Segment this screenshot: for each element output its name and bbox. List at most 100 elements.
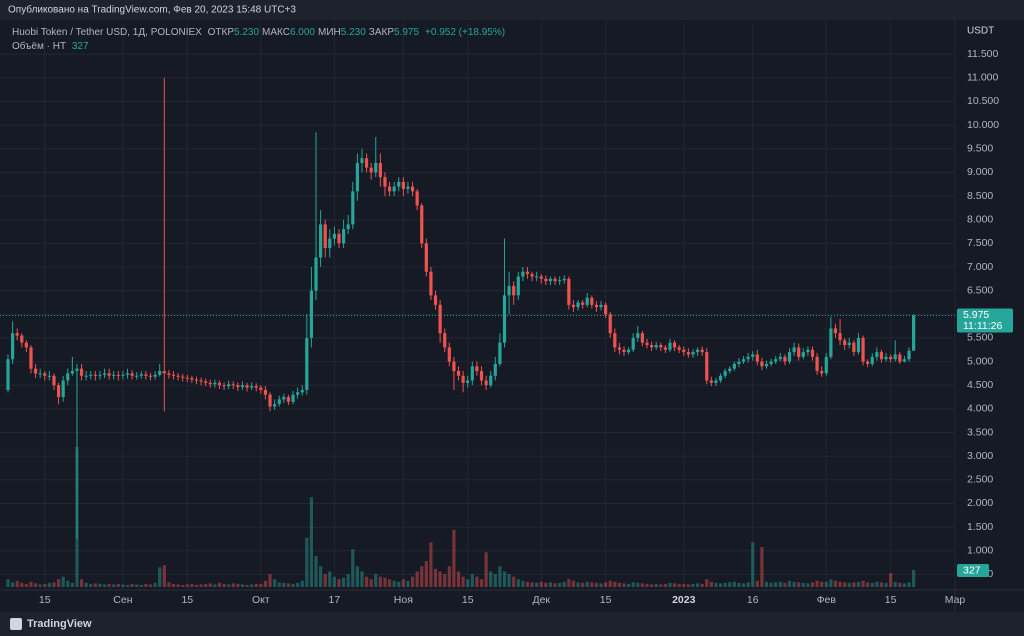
volume-bar	[410, 576, 415, 587]
volume-bar	[590, 582, 594, 587]
candle-body	[296, 392, 300, 395]
candle-body	[89, 374, 93, 376]
x-tick-label: Окт	[252, 594, 270, 606]
volume-bar	[879, 582, 884, 587]
volume-bar	[484, 552, 488, 587]
x-tick-label: 17	[329, 594, 341, 606]
candle-body	[479, 371, 484, 381]
candle-body	[636, 333, 640, 338]
candle-body	[778, 356, 782, 360]
candle-body	[263, 389, 268, 395]
x-tick-label: 15	[39, 594, 51, 606]
candle-body	[158, 371, 162, 375]
volume-bar	[516, 579, 520, 587]
volume-bar	[470, 574, 474, 587]
candle-body	[512, 285, 516, 296]
candle-body	[240, 385, 245, 388]
volume-bar	[843, 582, 847, 587]
volume-bar	[613, 581, 617, 587]
ohlc: ОТКР5.230 МАКС6.000 МИН5.230 ЗАКР5.975	[208, 27, 422, 38]
candle-body	[392, 186, 396, 192]
volume-bar	[824, 581, 828, 587]
volume-bar	[263, 580, 268, 587]
candle-body	[213, 382, 217, 385]
volume-bar	[227, 584, 231, 587]
candle-body	[268, 394, 272, 407]
volume-bar	[10, 582, 15, 587]
candle-body	[305, 337, 309, 390]
candle-body	[585, 297, 589, 305]
volume-bar	[213, 584, 217, 587]
volume-bar	[296, 582, 300, 587]
candle-body	[484, 380, 488, 386]
volume-bar	[268, 574, 272, 587]
volume-bar	[43, 583, 47, 587]
candle-body	[889, 356, 893, 360]
candle-body	[677, 347, 681, 350]
volume-bar	[148, 584, 153, 587]
candle-body	[56, 385, 61, 398]
volume-bar	[461, 576, 465, 587]
volume-layer	[6, 447, 916, 587]
candle-body	[33, 368, 38, 374]
candle-body	[810, 349, 815, 357]
volume-bar	[760, 547, 764, 587]
volume-bar	[489, 571, 493, 587]
y-tick-label: 6.500	[967, 284, 993, 296]
volume-bar	[627, 583, 631, 587]
candle-body	[649, 345, 654, 348]
volume-bar	[360, 571, 364, 587]
logo-icon	[10, 618, 22, 630]
candle-body	[369, 167, 373, 173]
candle-body	[181, 376, 185, 378]
volume-bar	[728, 582, 732, 587]
candle-body	[355, 162, 359, 192]
volume-bar	[787, 580, 792, 587]
volume-bar	[599, 583, 603, 587]
volume-bar	[847, 582, 851, 587]
candle-body	[144, 374, 148, 376]
volume-bar	[89, 583, 93, 587]
volume-bar	[47, 582, 51, 587]
candle-body	[847, 342, 851, 346]
candle-body	[631, 337, 635, 350]
candle-body	[700, 349, 704, 353]
candle-body	[714, 380, 718, 383]
volume-bar	[553, 583, 557, 587]
candle-body	[415, 191, 419, 206]
candle-body	[751, 354, 755, 357]
candle-body	[723, 371, 727, 376]
candle-body	[387, 186, 392, 192]
y-tick-label: 5.000	[967, 355, 993, 367]
candle-body	[604, 304, 608, 315]
volume-bar	[912, 570, 916, 587]
candle-body	[654, 345, 658, 348]
candle-body	[806, 349, 810, 353]
candle-body	[15, 333, 19, 336]
change: +0.952 (+18.95%)	[425, 27, 506, 38]
candle-body	[709, 380, 713, 383]
volume-bar	[838, 581, 842, 587]
candle-body	[360, 158, 364, 163]
x-tick-label: Дек	[532, 594, 550, 606]
y-tick-label: 3.000	[967, 450, 993, 462]
volume-bar	[158, 567, 162, 587]
candle-body	[470, 366, 474, 381]
volume-bar	[406, 580, 410, 587]
candle-body	[613, 333, 617, 348]
candle-body	[286, 397, 291, 402]
volume-bar	[130, 583, 134, 587]
last-price-box	[957, 308, 1013, 333]
y-tick-label: 2.500	[967, 474, 993, 486]
candle-body	[682, 349, 686, 353]
candle-body	[93, 374, 97, 376]
volume-bar	[815, 580, 819, 587]
y-tick-label: 7.000	[967, 261, 993, 273]
candle-body	[273, 404, 277, 407]
volume-bar	[121, 584, 125, 587]
volume-bar	[415, 571, 419, 587]
candle-body	[525, 271, 530, 275]
candle-body	[162, 371, 166, 374]
candle-body	[438, 304, 442, 334]
volume-bar	[751, 542, 755, 587]
